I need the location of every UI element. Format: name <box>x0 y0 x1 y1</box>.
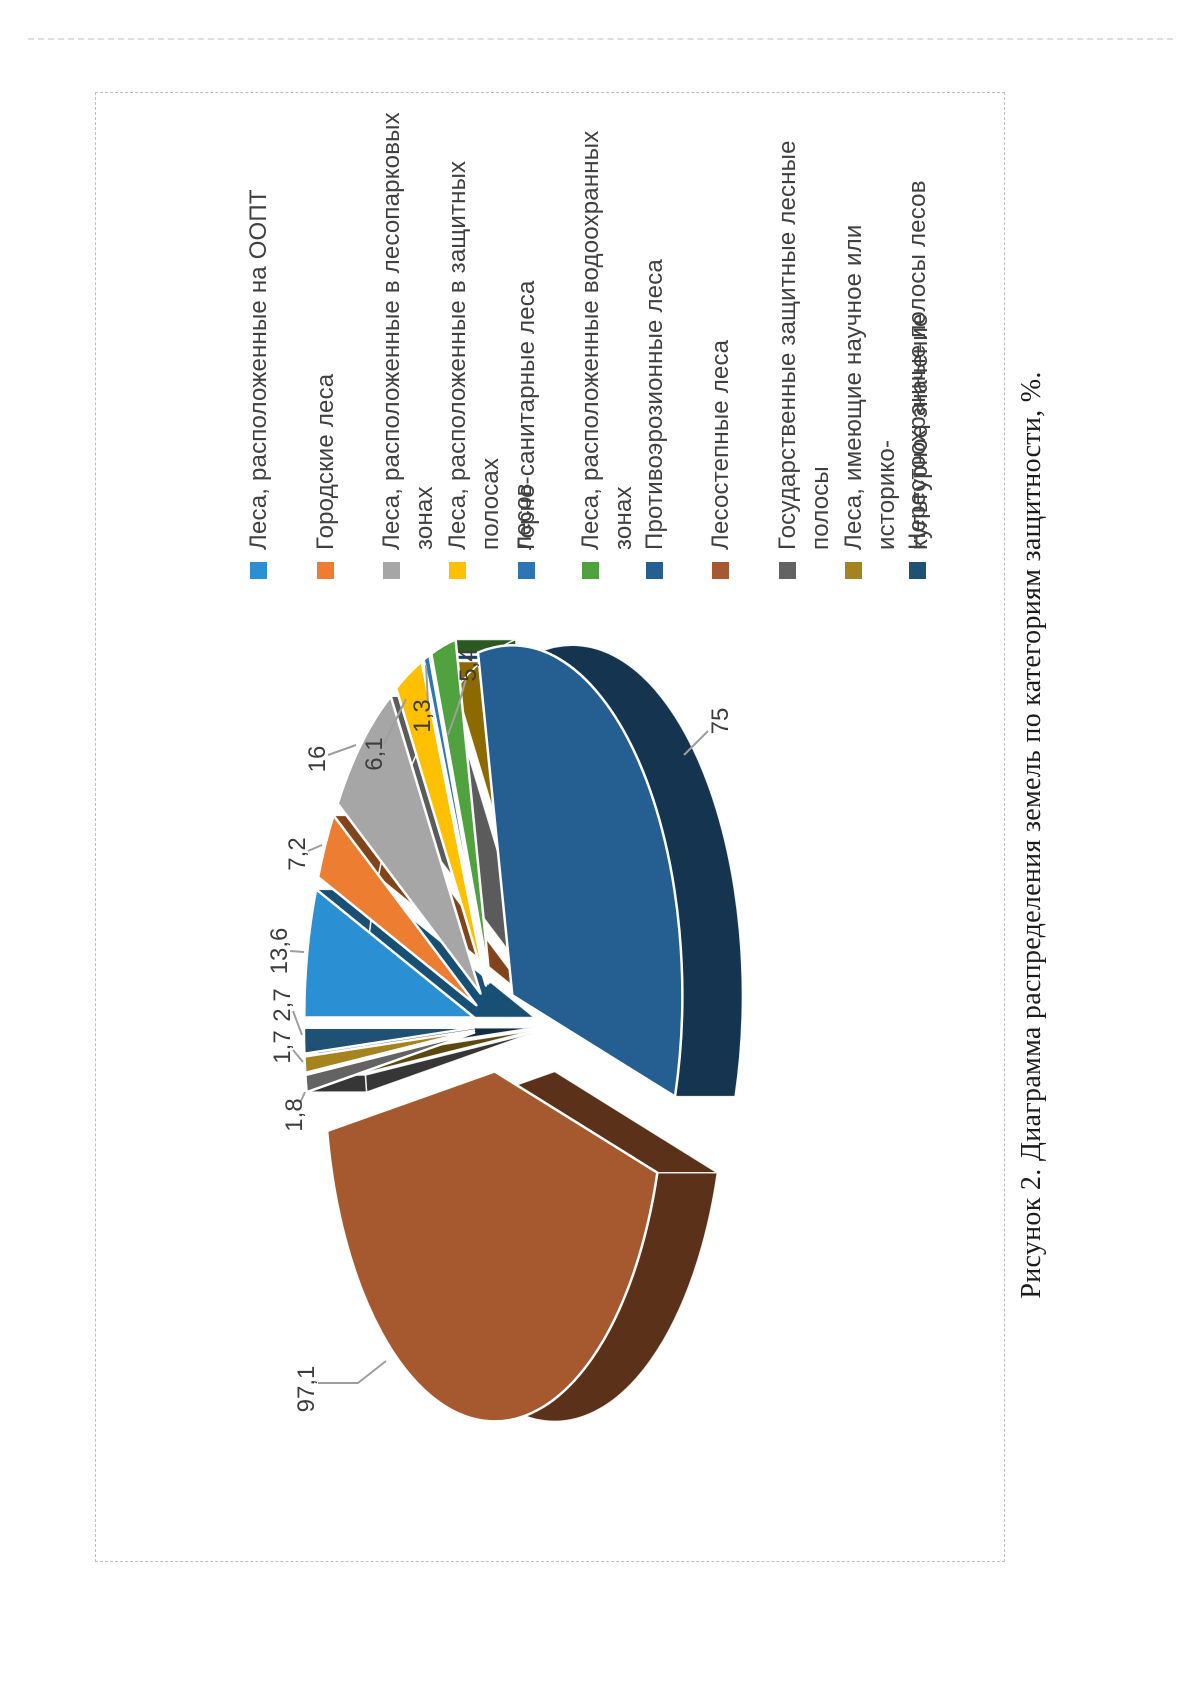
slice-value-label: 1,8 <box>281 1098 308 1131</box>
slice-value-label: 75 <box>707 708 734 735</box>
pie-slice-top[interactable] <box>316 814 478 1007</box>
legend-swatch-icon <box>779 562 796 579</box>
pie-slice-top[interactable] <box>303 1029 476 1075</box>
chart-object: 13,6 7,2 16 6,1 1,3 5,4 75 97,1 1,8 1,7 2,7 Леса, … <box>95 92 1005 1562</box>
pie-slice-top[interactable] <box>304 1031 476 1094</box>
slice-leader-line <box>683 730 709 756</box>
slice-leader-line <box>292 1049 304 1063</box>
legend-label: Лесостепные леса <box>707 339 734 550</box>
pie-chart-canvas: 13,6 7,2 16 6,1 1,3 5,4 75 97,1 1,8 1,7 2,7 <box>266 638 744 1423</box>
legend-label: Нерестоохранные полосы лесов <box>904 180 931 550</box>
legend-label: Городские леса <box>312 373 339 550</box>
figure-caption: Рисунок 2. Диаграмма распределения земел… <box>1016 371 1047 1299</box>
legend-item[interactable]: Леса, расположенные в лесопарковых зонах <box>375 112 441 579</box>
slice-value-label: 97,1 <box>293 1366 320 1413</box>
slice-value-label: 1,3 <box>409 699 436 732</box>
legend-label: Противоэрозионные леса <box>641 259 668 550</box>
legend-swatch-icon <box>712 562 729 579</box>
pie-slice-top[interactable] <box>303 888 476 1019</box>
legend-item[interactable]: Городские леса <box>309 374 342 579</box>
slice-value-label: 1,7 <box>269 1030 296 1063</box>
slice-leader-line <box>425 664 429 704</box>
legend-swatch-icon <box>909 562 926 579</box>
slice-leader-line <box>447 678 467 736</box>
legend-item[interactable]: Нерестоохранные полосы лесов <box>901 180 934 579</box>
slice-value-label: 6,1 <box>361 737 388 770</box>
slice-leader-line <box>292 1010 303 1036</box>
slice-value-label: 13,6 <box>266 928 293 975</box>
legend-label: Леса, расположенные водоохранных зонах <box>577 130 637 550</box>
legend-item[interactable]: Лесостепные леса <box>704 340 737 579</box>
chart-legend: Леса, расположенные на ООПТ Городские лес… <box>96 109 1006 579</box>
legend-swatch-icon <box>449 562 466 579</box>
legend-swatch-icon <box>845 562 862 579</box>
legend-swatch-icon <box>646 562 663 579</box>
slice-value-label: 5,4 <box>455 648 482 681</box>
scan-artifact-line <box>28 38 1173 40</box>
slice-value-label: 7,2 <box>284 837 311 870</box>
legend-swatch-icon <box>518 562 535 579</box>
pie-slice-top[interactable] <box>394 660 488 987</box>
pie-slice-top[interactable] <box>325 1070 659 1423</box>
legend-swatch-icon <box>582 562 599 579</box>
legend-item[interactable]: Горно-санитарные леса <box>510 280 543 579</box>
pie-slice-top[interactable] <box>336 695 482 995</box>
slice-leader-line <box>299 1091 306 1104</box>
pie-slice-top[interactable] <box>422 653 490 985</box>
slice-leader-line <box>383 698 407 745</box>
pie-slice-top[interactable] <box>476 644 684 1098</box>
legend-swatch-icon <box>250 562 267 579</box>
legend-swatch-icon <box>383 562 400 579</box>
pie-slice-top[interactable] <box>302 1026 476 1055</box>
slice-value-label: 16 <box>304 746 331 773</box>
slice-leader-line <box>327 744 357 756</box>
legend-label: Горно-санитарные леса <box>513 280 540 550</box>
slice-leader-line <box>318 1360 387 1384</box>
legend-label: Леса, расположенные на ООПТ <box>245 189 272 550</box>
legend-item[interactable]: Государственные защитные лесные полосы <box>771 140 837 579</box>
pie-slice-top[interactable] <box>430 638 492 984</box>
legend-label: Государственные защитные лесные полосы <box>774 140 834 550</box>
legend-swatch-icon <box>317 562 334 579</box>
legend-label: Леса, расположенные в лесопарковых зонах <box>378 112 438 550</box>
legend-item[interactable]: Леса, расположенные водоохранных зонах <box>574 131 640 579</box>
slice-leader-line <box>307 844 323 852</box>
legend-item[interactable]: Противоэрозионные леса <box>638 259 671 579</box>
slice-value-label: 2,7 <box>269 988 296 1021</box>
legend-item[interactable]: Леса, расположенные на ООПТ <box>242 189 275 579</box>
slice-leader-line <box>289 950 305 953</box>
